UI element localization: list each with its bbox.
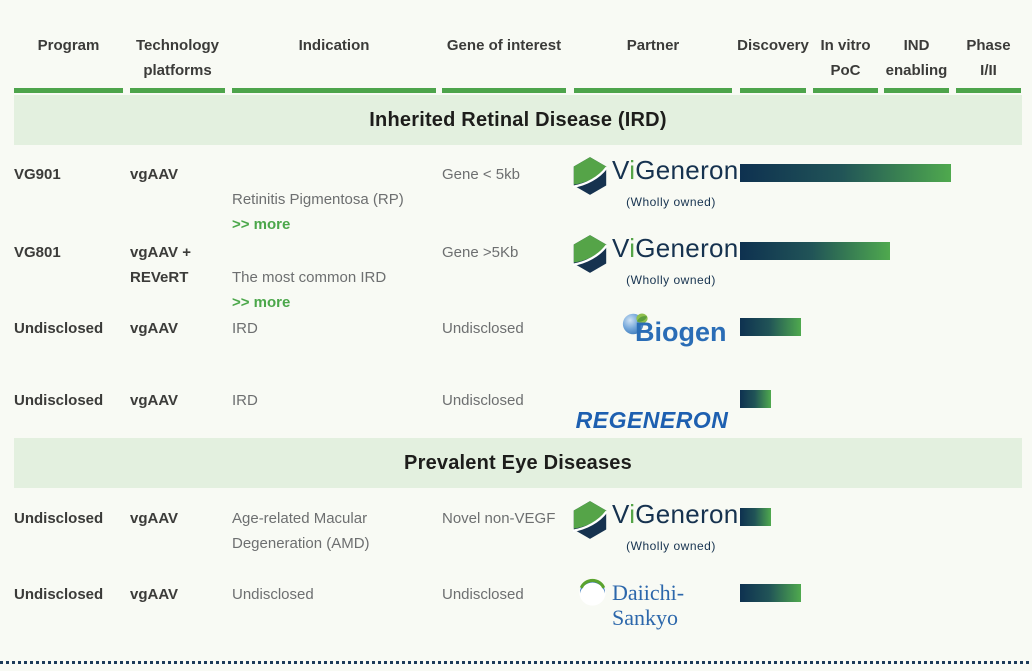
- vigeneron-logo: ViGeneron (Wholly owned): [572, 498, 738, 598]
- indication: Undisclosed: [232, 586, 314, 603]
- section-title-ird: Inherited Retinal Disease (IRD): [369, 108, 667, 131]
- column-header-gene: Gene of interest: [446, 37, 562, 54]
- vigeneron-hexagon-icon: [572, 157, 608, 195]
- partner-cell: Biogen: [570, 313, 734, 364]
- technology-platform: vgAAV: [130, 320, 179, 337]
- partner-cell: ViGeneron (Wholly owned): [570, 501, 738, 554]
- progress-bar: [740, 584, 801, 602]
- vigeneron-wordmark: ViGeneron: [612, 233, 739, 263]
- vigeneron-wholly-owned-label: (Wholly owned): [626, 195, 716, 209]
- column-underline: [884, 88, 949, 93]
- indication: Retinitis Pigmentosa (RP) >> more: [232, 162, 442, 262]
- indication-text: The most common IRD: [232, 269, 387, 286]
- progress-bar: [740, 242, 890, 260]
- indication: IRD: [232, 392, 258, 409]
- more-link[interactable]: >> more: [232, 216, 291, 233]
- program-name: Undisclosed: [14, 586, 104, 603]
- progress-bar: [740, 390, 771, 408]
- vigeneron-wholly-owned-label: (Wholly owned): [626, 273, 716, 287]
- indication-text: Retinitis Pigmentosa (RP): [232, 191, 404, 208]
- indication: Age-related Macular Degeneration (AMD): [232, 510, 370, 552]
- technology-platform: vgAAV: [130, 586, 179, 603]
- technology-platform: vgAAV: [130, 166, 179, 183]
- vigeneron-wordmark: ViGeneron: [612, 499, 739, 529]
- bottom-dotted-divider: [0, 661, 1032, 664]
- technology-platform: vgAAV: [130, 510, 179, 527]
- program-name: Undisclosed: [14, 320, 104, 337]
- daiichi-sankyo-globe-icon: [579, 578, 606, 606]
- indication: IRD: [232, 320, 258, 337]
- more-link[interactable]: >> more: [232, 294, 291, 311]
- table-row-regeneron: Undisclosed vgAAV IRD Undisclosed REGENE…: [0, 386, 1032, 478]
- section-band-prevalent: Prevalent Eye Diseases: [14, 438, 1022, 488]
- column-header-technology: Technology platforms: [135, 37, 220, 79]
- column-underline: [574, 88, 732, 93]
- gene-of-interest: Undisclosed: [442, 392, 524, 409]
- technology-platform: vgAAV: [130, 392, 179, 409]
- column-header-discovery: Discovery: [737, 37, 809, 54]
- column-header-indication: Indication: [298, 37, 370, 54]
- biogen-sphere-icon: [622, 313, 648, 335]
- column-underline: [813, 88, 878, 93]
- daiichi-sankyo-wordmark: Daiichi-Sankyo: [612, 580, 685, 630]
- regeneron-wordmark: REGENERON: [575, 407, 729, 433]
- column-header-partner: Partner: [626, 37, 680, 54]
- column-underline: [232, 88, 436, 93]
- table-row-daiichi: Undisclosed vgAAV Undisclosed Undisclose…: [0, 578, 1032, 658]
- section-title-prevalent: Prevalent Eye Diseases: [404, 451, 632, 474]
- column-header-program: Program: [37, 37, 100, 54]
- biogen-logo: Biogen: [620, 310, 734, 356]
- program-name: Undisclosed: [14, 392, 104, 409]
- gene-of-interest: Gene < 5kb: [442, 166, 520, 183]
- table-row-vg901: VG901 vgAAV Retinitis Pigmentosa (RP) >>…: [0, 157, 1032, 238]
- vigeneron-hexagon-icon: [572, 501, 608, 539]
- gene-of-interest: Novel non-VEGF: [442, 510, 556, 527]
- gene-of-interest: Gene >5Kb: [442, 244, 519, 261]
- column-header-ind-enabling: IND enabling: [885, 37, 948, 79]
- gene-of-interest: Undisclosed: [442, 586, 524, 603]
- column-underline: [14, 88, 123, 93]
- partner-cell: ViGeneron (Wholly owned): [570, 235, 738, 288]
- gene-of-interest: Undisclosed: [442, 320, 524, 337]
- vigeneron-wholly-owned-label: (Wholly owned): [626, 539, 716, 553]
- vigeneron-wordmark: ViGeneron: [612, 155, 739, 185]
- progress-bar: [740, 318, 801, 336]
- column-underline: [130, 88, 225, 93]
- biogen-wordmark: Biogen: [635, 317, 727, 347]
- section-band-ird: Inherited Retinal Disease (IRD): [14, 95, 1022, 145]
- table-row-biogen: Undisclosed vgAAV IRD Undisclosed: [0, 313, 1032, 392]
- vigeneron-logo: ViGeneron (Wholly owned): [572, 232, 738, 332]
- column-underline: [442, 88, 566, 93]
- vigeneron-logo: ViGeneron (Wholly owned): [572, 154, 738, 254]
- column-underline: [740, 88, 806, 93]
- column-header-invitro-poc: In vitro PoC: [820, 37, 871, 79]
- progress-bar: [740, 164, 951, 182]
- partner-cell: REGENERON SCIENCE TO MEDICINE®: [570, 386, 734, 478]
- program-name: VG801: [14, 244, 61, 261]
- technology-platform: vgAAV + REVeRT: [130, 244, 191, 286]
- column-underline: [956, 88, 1021, 93]
- program-name: VG901: [14, 166, 61, 183]
- program-name: Undisclosed: [14, 510, 104, 527]
- vigeneron-hexagon-icon: [572, 235, 608, 273]
- indication: The most common IRD >> more: [232, 240, 442, 340]
- table-row-amd: Undisclosed vgAAV Age-related Macular De…: [0, 501, 1032, 582]
- table-row-vg801: VG801 vgAAV + REVeRT The most common IRD…: [0, 235, 1032, 316]
- progress-bar: [740, 508, 771, 526]
- column-header-phase-1-2: Phase I/II: [966, 37, 1011, 79]
- partner-cell: ViGeneron (Wholly owned): [570, 157, 738, 210]
- daiichi-sankyo-logo: Daiichi-Sankyo: [578, 578, 738, 630]
- partner-cell: Daiichi-Sankyo: [570, 578, 734, 630]
